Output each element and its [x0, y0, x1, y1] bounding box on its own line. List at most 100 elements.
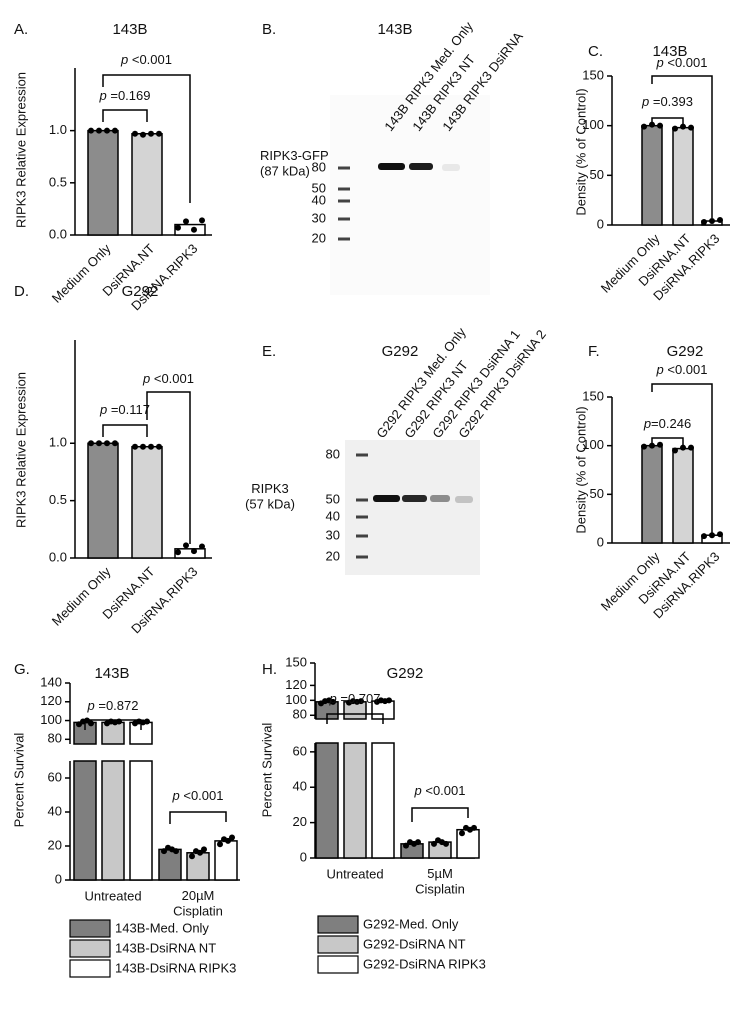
- data-point: [672, 447, 678, 454]
- x-tick-label: Untreated: [84, 888, 141, 903]
- ladder-band: [338, 199, 350, 203]
- data-point: [680, 123, 686, 130]
- y-tick-label: 0.0: [49, 226, 67, 241]
- p-value: p <0.001: [172, 788, 224, 803]
- y-tick-label: 50: [590, 167, 604, 182]
- bar: [129, 760, 153, 881]
- data-point: [104, 127, 110, 134]
- data-point: [183, 218, 189, 225]
- legend-swatch: [69, 939, 111, 958]
- chart-title: 143B: [652, 43, 687, 60]
- p-value: p =0.169: [99, 88, 151, 103]
- data-point: [140, 443, 146, 450]
- x-tick-label: Medium Only: [49, 241, 114, 306]
- protein-band: [430, 495, 450, 502]
- chart-title: G292: [387, 665, 424, 682]
- y-tick-label: 0: [55, 871, 62, 886]
- bar: [672, 126, 694, 226]
- y-tick-label: 20: [293, 814, 307, 829]
- marker-label: 50: [326, 491, 340, 506]
- y-tick-label: 80: [293, 707, 307, 722]
- data-point: [688, 444, 694, 451]
- legend-swatch: [69, 959, 111, 978]
- data-point: [701, 219, 707, 226]
- data-point: [415, 839, 421, 846]
- data-point: [161, 848, 167, 855]
- y-tick-label: 100: [582, 117, 604, 132]
- data-point: [403, 842, 409, 849]
- legend-swatch: [317, 955, 359, 974]
- y-tick-label: 0: [597, 534, 604, 549]
- marker-label: 80: [312, 159, 326, 174]
- marker-label: 40: [326, 508, 340, 523]
- blot-title: G292: [382, 343, 419, 360]
- marker-label: 20: [312, 230, 326, 245]
- p-value: p =0.393: [641, 94, 693, 109]
- data-point: [199, 217, 205, 224]
- y-tick-label: 50: [590, 486, 604, 501]
- bar: [131, 445, 163, 559]
- p-value: p <0.001: [142, 371, 194, 386]
- data-point: [148, 443, 154, 450]
- data-point: [132, 130, 138, 137]
- panel-label: H.: [262, 661, 277, 678]
- data-point: [717, 217, 723, 224]
- y-tick-label: 1.0: [49, 122, 67, 137]
- bracket: [326, 713, 384, 724]
- y-tick-label: 120: [40, 693, 62, 708]
- y-tick-label: 100: [582, 437, 604, 452]
- data-point: [191, 548, 197, 555]
- p-value: p <0.001: [414, 783, 466, 798]
- y-tick-label: 20: [48, 837, 62, 852]
- p-value: p =0.707: [329, 691, 381, 706]
- chart-title: G292: [122, 283, 159, 300]
- y-axis-label: Percent Survival: [259, 723, 274, 818]
- bracket: [102, 424, 148, 437]
- data-point: [229, 834, 235, 841]
- y-tick-label: 0.5: [49, 174, 67, 189]
- data-point: [191, 226, 197, 233]
- bar: [87, 129, 119, 236]
- chart-title: G292: [667, 343, 704, 360]
- data-point: [132, 443, 138, 450]
- data-point: [183, 542, 189, 549]
- y-axis-label: Percent Survival: [11, 733, 26, 828]
- data-point: [709, 218, 715, 225]
- marker-label: 40: [312, 192, 326, 207]
- panel-label: E.: [262, 343, 276, 360]
- protein-band: [442, 164, 460, 171]
- p-value: p =0.872: [87, 698, 139, 713]
- data-point: [156, 443, 162, 450]
- y-tick-label: 150: [582, 67, 604, 82]
- blot-title: 143B: [377, 21, 412, 38]
- y-tick-label: 60: [48, 769, 62, 784]
- bar: [131, 133, 163, 236]
- panel-label: C.: [588, 43, 603, 60]
- data-point: [330, 698, 336, 705]
- ladder-band: [356, 534, 368, 538]
- data-point: [173, 848, 179, 855]
- y-axis-label: Density (% of Control): [573, 406, 588, 533]
- bracket: [651, 117, 684, 126]
- bracket: [651, 75, 713, 218]
- y-axis-label: RIPK3 Relative Expression: [13, 372, 28, 528]
- legend-label: G292-DsiRNA RIPK3: [363, 956, 486, 971]
- data-point: [431, 840, 437, 847]
- data-point: [641, 123, 647, 130]
- bracket: [102, 109, 148, 122]
- data-point: [112, 127, 118, 134]
- bar: [101, 760, 125, 881]
- data-point: [657, 441, 663, 448]
- y-tick-label: 120: [285, 677, 307, 692]
- y-tick-label: 40: [293, 779, 307, 794]
- y-tick-label: 0: [597, 216, 604, 231]
- bar: [315, 742, 339, 859]
- protein-band: [378, 163, 405, 170]
- y-tick-label: 150: [285, 654, 307, 669]
- y-tick-label: 100: [285, 692, 307, 707]
- y-tick-label: 0.0: [49, 549, 67, 564]
- band-label: RIPK3-GFP (87 kDa): [260, 148, 329, 179]
- data-point: [680, 444, 686, 451]
- y-tick-label: 100: [40, 712, 62, 727]
